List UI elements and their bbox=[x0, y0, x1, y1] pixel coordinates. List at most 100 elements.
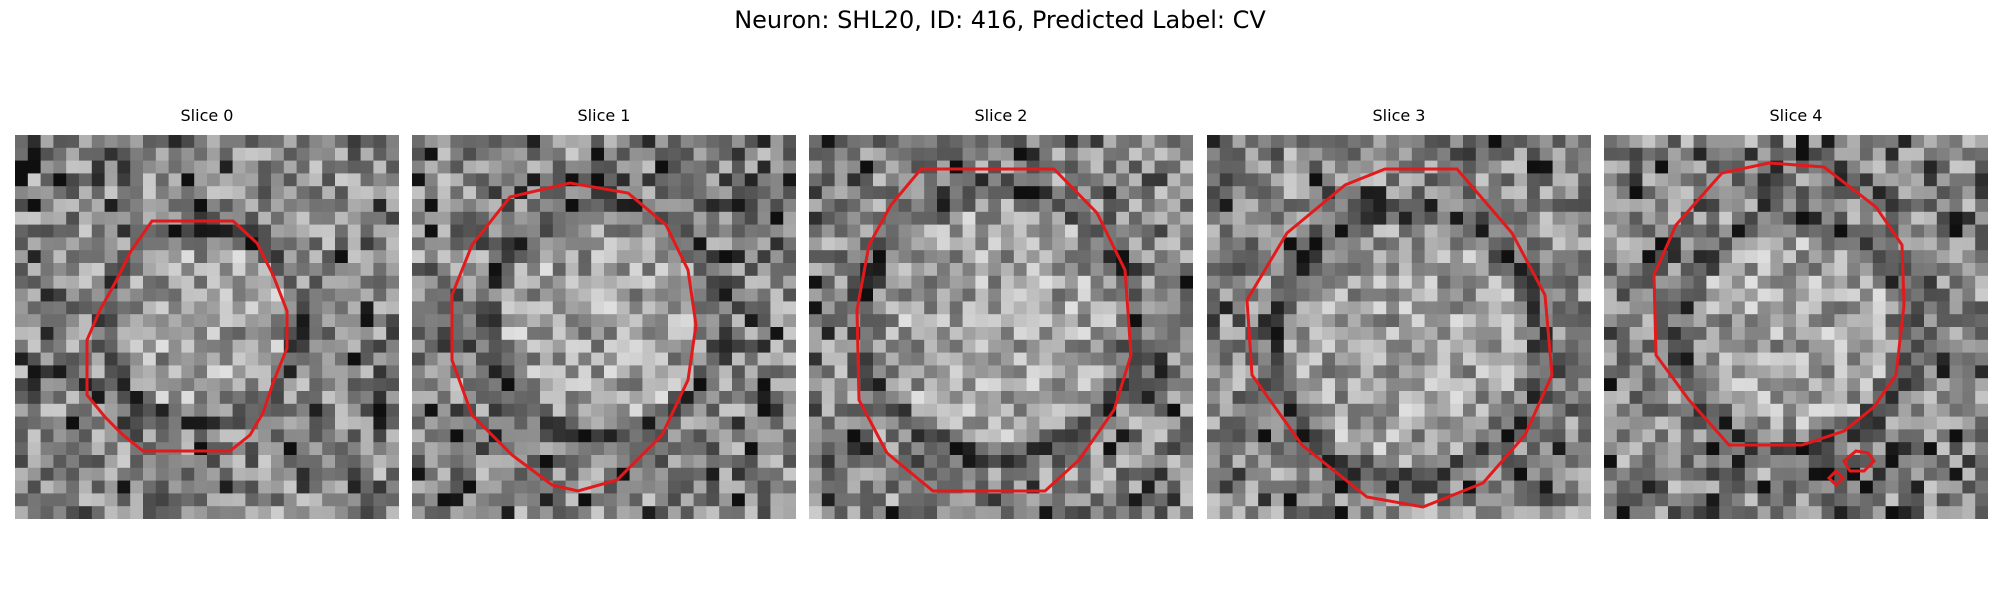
image-pixel bbox=[1668, 275, 1682, 289]
image-pixel bbox=[732, 199, 746, 213]
image-pixel bbox=[1821, 199, 1835, 213]
image-pixel bbox=[1322, 352, 1336, 366]
image-pixel bbox=[1872, 493, 1886, 507]
image-pixel bbox=[885, 250, 899, 264]
image-pixel bbox=[27, 147, 41, 161]
image-pixel bbox=[1962, 237, 1976, 251]
image-pixel bbox=[117, 186, 131, 200]
image-pixel bbox=[1885, 442, 1899, 456]
image-pixel bbox=[1463, 275, 1477, 289]
image-pixel bbox=[1834, 391, 1848, 405]
image-pixel bbox=[1783, 301, 1797, 315]
image-pixel bbox=[783, 403, 796, 417]
image-pixel bbox=[1258, 480, 1272, 494]
image-pixel bbox=[565, 493, 579, 507]
image-pixel bbox=[1347, 327, 1361, 341]
image-pixel bbox=[1770, 327, 1784, 341]
image-pixel bbox=[1424, 288, 1438, 302]
image-pixel bbox=[732, 493, 746, 507]
image-pixel bbox=[1949, 314, 1963, 328]
image-pixel bbox=[1116, 339, 1130, 353]
image-pixel bbox=[296, 403, 310, 417]
image-pixel bbox=[1655, 135, 1669, 149]
image-pixel bbox=[1077, 135, 1091, 149]
image-pixel bbox=[1975, 237, 1988, 251]
image-pixel bbox=[693, 288, 707, 302]
image-pixel bbox=[1090, 327, 1104, 341]
image-pixel bbox=[770, 224, 784, 238]
image-pixel bbox=[1860, 339, 1874, 353]
image-pixel bbox=[1872, 327, 1886, 341]
image-pixel bbox=[1757, 135, 1771, 149]
image-pixel bbox=[1475, 493, 1489, 507]
image-pixel bbox=[809, 327, 823, 341]
image-pixel bbox=[1565, 301, 1579, 315]
image-pixel bbox=[706, 211, 720, 225]
image-pixel bbox=[155, 147, 169, 161]
image-pixel bbox=[1232, 250, 1246, 264]
image-pixel bbox=[309, 327, 323, 341]
image-pixel bbox=[1885, 352, 1899, 366]
image-pixel bbox=[1103, 160, 1117, 174]
image-pixel bbox=[1077, 314, 1091, 328]
image-pixel bbox=[885, 416, 899, 430]
image-pixel bbox=[1180, 429, 1193, 443]
image-pixel bbox=[1911, 391, 1925, 405]
image-pixel bbox=[1885, 429, 1899, 443]
image-pixel bbox=[744, 160, 758, 174]
image-pixel bbox=[668, 173, 682, 187]
image-pixel bbox=[322, 506, 336, 519]
image-pixel bbox=[1026, 365, 1040, 379]
image-pixel bbox=[565, 288, 579, 302]
image-pixel bbox=[1655, 455, 1669, 469]
image-pixel bbox=[1962, 135, 1976, 149]
image-pixel bbox=[1347, 352, 1361, 366]
image-pixel bbox=[1847, 147, 1861, 161]
image-pixel bbox=[1706, 339, 1720, 353]
image-pixel bbox=[296, 429, 310, 443]
image-pixel bbox=[527, 455, 541, 469]
image-pixel bbox=[130, 147, 144, 161]
slice-title: Slice 0 bbox=[180, 106, 234, 125]
image-pixel bbox=[1141, 467, 1155, 481]
image-pixel bbox=[130, 135, 144, 149]
image-pixel bbox=[1757, 211, 1771, 225]
image-pixel bbox=[1154, 429, 1168, 443]
image-pixel bbox=[706, 365, 720, 379]
image-pixel bbox=[1065, 506, 1079, 519]
image-pixel bbox=[514, 391, 528, 405]
image-pixel bbox=[1065, 365, 1079, 379]
image-pixel bbox=[501, 263, 515, 277]
image-pixel bbox=[1077, 339, 1091, 353]
image-pixel bbox=[1668, 467, 1682, 481]
image-pixel bbox=[1527, 352, 1541, 366]
image-pixel bbox=[1232, 403, 1246, 417]
image-pixel bbox=[1860, 493, 1874, 507]
image-pixel bbox=[1962, 275, 1976, 289]
image-pixel bbox=[373, 455, 387, 469]
image-pixel bbox=[488, 493, 502, 507]
image-pixel bbox=[514, 493, 528, 507]
image-pixel bbox=[1283, 314, 1297, 328]
image-pixel bbox=[668, 442, 682, 456]
image-pixel bbox=[1463, 378, 1477, 392]
image-pixel bbox=[360, 467, 374, 481]
image-pixel bbox=[1258, 416, 1272, 430]
image-pixel bbox=[1604, 506, 1618, 519]
image-pixel bbox=[194, 250, 208, 264]
image-pixel bbox=[1296, 480, 1310, 494]
image-pixel bbox=[924, 135, 938, 149]
image-pixel bbox=[604, 506, 618, 519]
image-pixel bbox=[476, 365, 490, 379]
image-pixel bbox=[604, 211, 618, 225]
image-pixel bbox=[1154, 250, 1168, 264]
image-pixel bbox=[962, 352, 976, 366]
image-pixel bbox=[1309, 493, 1323, 507]
image-pixel bbox=[1821, 147, 1835, 161]
image-pixel bbox=[232, 263, 246, 277]
image-pixel bbox=[245, 186, 259, 200]
image-pixel bbox=[1796, 288, 1810, 302]
image-pixel bbox=[962, 275, 976, 289]
image-pixel bbox=[604, 199, 618, 213]
image-pixel bbox=[1796, 186, 1810, 200]
